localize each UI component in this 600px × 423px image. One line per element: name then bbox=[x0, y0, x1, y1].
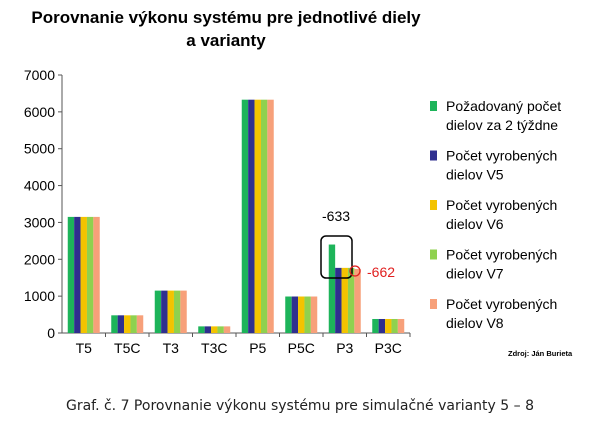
bar bbox=[291, 296, 299, 333]
legend-swatch bbox=[430, 299, 437, 309]
y-tick-label: 0 bbox=[47, 325, 55, 341]
annotation-662: -662 bbox=[367, 264, 395, 280]
bar bbox=[67, 216, 75, 333]
legend-swatch bbox=[430, 249, 437, 260]
bar bbox=[285, 296, 292, 333]
chart-axes: 0 1000 2000 3000 4000 5000 6000 7000 T5 T5C T3 T3C P… bbox=[24, 67, 411, 356]
y-tick-label: 6000 bbox=[24, 104, 55, 120]
bar bbox=[74, 216, 81, 333]
bar bbox=[117, 315, 125, 333]
bar bbox=[167, 290, 174, 333]
y-tick-label: 3000 bbox=[24, 214, 55, 230]
bar bbox=[328, 244, 336, 333]
y-tick-label: 7000 bbox=[24, 67, 55, 83]
bar bbox=[204, 326, 212, 333]
bar bbox=[354, 268, 361, 333]
bar bbox=[124, 315, 131, 333]
legend-label: dielov V6 bbox=[446, 216, 504, 232]
x-tick-label: P5 bbox=[249, 340, 266, 356]
figure-caption: Graf. č. 7 Porovnanie výkonu systému pre… bbox=[65, 398, 534, 414]
bar bbox=[211, 326, 218, 333]
bar bbox=[136, 315, 144, 333]
annotation-633: -633 bbox=[322, 208, 350, 224]
source-note: Zdroj: Ján Burieta bbox=[508, 349, 573, 358]
y-tick-label: 2000 bbox=[24, 251, 55, 267]
bar bbox=[391, 318, 398, 333]
chart-title: Porovnanie výkonu systému pre jednotlivé… bbox=[31, 8, 421, 50]
highlight-circle bbox=[349, 265, 361, 277]
bar bbox=[347, 267, 355, 333]
bar bbox=[267, 99, 274, 333]
bar bbox=[310, 296, 318, 333]
bar bbox=[397, 318, 405, 333]
x-tick-label: T5 bbox=[76, 340, 93, 356]
bar bbox=[86, 216, 94, 333]
bar bbox=[130, 315, 137, 333]
chart-annotations: -633 -662 bbox=[320, 208, 395, 280]
bar bbox=[93, 216, 100, 333]
bar bbox=[335, 267, 342, 333]
bar bbox=[385, 318, 392, 333]
bar bbox=[378, 318, 386, 333]
bar bbox=[180, 290, 187, 333]
x-tick-label: T5C bbox=[114, 340, 140, 356]
y-tick-label: 5000 bbox=[24, 141, 55, 157]
bar bbox=[223, 326, 231, 333]
x-tick-label: T3 bbox=[163, 340, 180, 356]
legend-label: dielov V5 bbox=[446, 167, 504, 183]
bar bbox=[154, 290, 162, 333]
x-tick-label: P3C bbox=[375, 340, 402, 356]
bar bbox=[304, 296, 311, 333]
legend-label: Počet vyrobených bbox=[446, 197, 557, 213]
legend-label: dielov V8 bbox=[446, 315, 504, 331]
legend-swatch bbox=[430, 150, 437, 161]
y-tick-label: 4000 bbox=[24, 178, 55, 194]
chart-title-line-1: Porovnanie výkonu systému pre jednotlivé… bbox=[31, 8, 421, 27]
bar bbox=[248, 99, 255, 333]
highlight-box bbox=[320, 235, 353, 279]
bar bbox=[217, 326, 224, 333]
bar bbox=[111, 315, 118, 333]
chart-title-line-2: a varianty bbox=[186, 31, 266, 50]
legend-label: Počet vyrobených bbox=[446, 247, 557, 263]
bar bbox=[161, 290, 168, 333]
x-tick-label: P3 bbox=[336, 340, 353, 356]
legend-label: Počet vyrobených bbox=[446, 148, 557, 164]
bar bbox=[372, 318, 379, 333]
bar bbox=[341, 267, 348, 333]
bar bbox=[198, 326, 205, 333]
legend-label: Požadovaný počet bbox=[446, 98, 561, 114]
bar bbox=[80, 216, 87, 333]
y-tick-label: 1000 bbox=[24, 288, 55, 304]
bar bbox=[254, 99, 261, 333]
chart-legend: Požadovaný počet dielov za 2 týždne Počet … bbox=[430, 98, 561, 331]
bar bbox=[241, 99, 249, 333]
x-tick-label: T3C bbox=[201, 340, 227, 356]
legend-swatch bbox=[430, 200, 437, 210]
bar bbox=[173, 290, 181, 333]
bar bbox=[260, 99, 268, 333]
legend-swatch bbox=[430, 101, 437, 111]
legend-label: Počet vyrobených bbox=[446, 296, 557, 312]
bar bbox=[298, 296, 305, 333]
legend-label: dielov za 2 týždne bbox=[446, 117, 558, 133]
chart-bars bbox=[67, 99, 405, 333]
x-tick-label: P5C bbox=[288, 340, 315, 356]
legend-label: dielov V7 bbox=[446, 266, 504, 282]
